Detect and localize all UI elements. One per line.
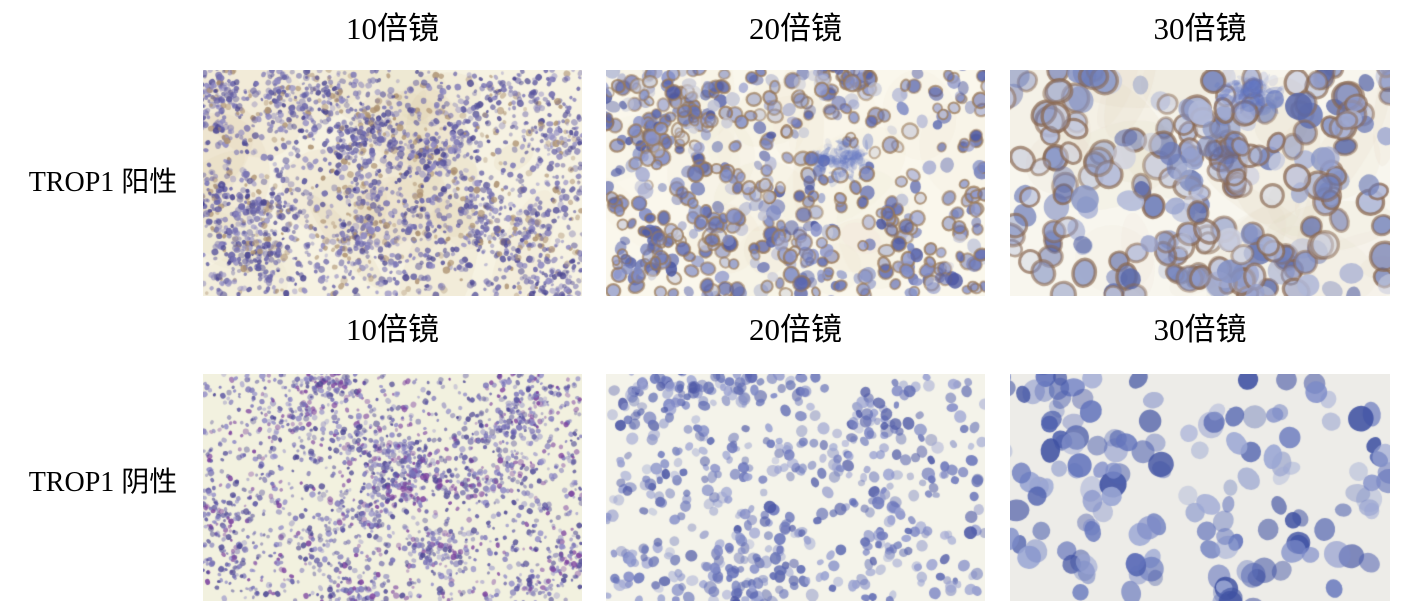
col-header-negative-10x: 10倍镜 — [346, 312, 439, 347]
col-header-positive-20x: 20倍镜 — [749, 11, 842, 46]
row-label-trop1-positive: TROP1 阳性 — [28, 167, 178, 198]
micrograph-trop1-positive-20x — [606, 70, 985, 296]
col-header-negative-30x: 30倍镜 — [1153, 312, 1247, 347]
micrograph-trop1-negative-30x — [1010, 374, 1390, 601]
col-header-negative-20x: 20倍镜 — [749, 312, 842, 347]
col-header-positive-10x: 10倍镜 — [346, 11, 439, 46]
micrograph-trop1-negative-20x — [606, 374, 985, 601]
micrograph-trop1-positive-10x — [203, 70, 582, 296]
micrograph-trop1-negative-10x — [203, 374, 582, 601]
micrograph-trop1-positive-30x — [1010, 70, 1390, 296]
col-header-positive-30x: 30倍镜 — [1153, 11, 1247, 46]
row-label-trop1-negative: TROP1 阴性 — [28, 467, 178, 498]
